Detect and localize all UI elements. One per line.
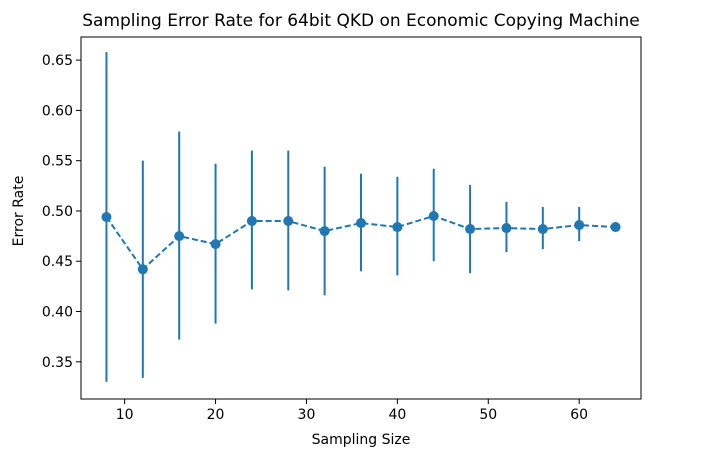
chart-title: Sampling Error Rate for 64bit QKD on Eco… bbox=[82, 11, 639, 31]
data-point bbox=[101, 211, 112, 222]
data-point bbox=[319, 226, 330, 237]
data-point bbox=[574, 220, 585, 231]
x-tick-label: 50 bbox=[479, 407, 497, 423]
data-point bbox=[428, 210, 439, 221]
y-tick-label: 0.60 bbox=[42, 103, 73, 119]
data-point bbox=[283, 216, 294, 227]
data-point bbox=[392, 222, 403, 233]
y-tick-label: 0.40 bbox=[42, 305, 73, 321]
x-tick-label: 60 bbox=[570, 407, 588, 423]
plot-area: 10 20 30 40 50 60 0.35 0.40 0.45 0.50 0.55 0.60 0.65 bbox=[42, 36, 642, 423]
data-point bbox=[465, 224, 476, 235]
x-tick-label: 20 bbox=[207, 407, 225, 423]
y-tick-label: 0.35 bbox=[42, 355, 73, 371]
data-point bbox=[537, 224, 548, 235]
data-point bbox=[610, 222, 621, 233]
data-point bbox=[501, 223, 512, 234]
y-tick-label: 0.65 bbox=[42, 53, 73, 69]
data-point bbox=[210, 239, 221, 250]
x-tick-label: 10 bbox=[116, 407, 134, 423]
x-tick-label: 40 bbox=[388, 407, 406, 423]
data-point bbox=[174, 231, 185, 242]
x-tick-label: 30 bbox=[298, 407, 316, 423]
y-tick-label: 0.45 bbox=[42, 254, 73, 270]
y-tick-label: 0.50 bbox=[42, 204, 73, 220]
axes-frame bbox=[80, 36, 642, 400]
data-point bbox=[137, 264, 148, 275]
data-point bbox=[246, 216, 257, 227]
y-tick-label: 0.55 bbox=[42, 154, 73, 170]
data-point bbox=[356, 218, 366, 229]
series-line bbox=[105, 214, 616, 271]
x-axis-label: Sampling Size bbox=[312, 432, 411, 448]
y-axis-label: Error Rate bbox=[11, 176, 27, 247]
